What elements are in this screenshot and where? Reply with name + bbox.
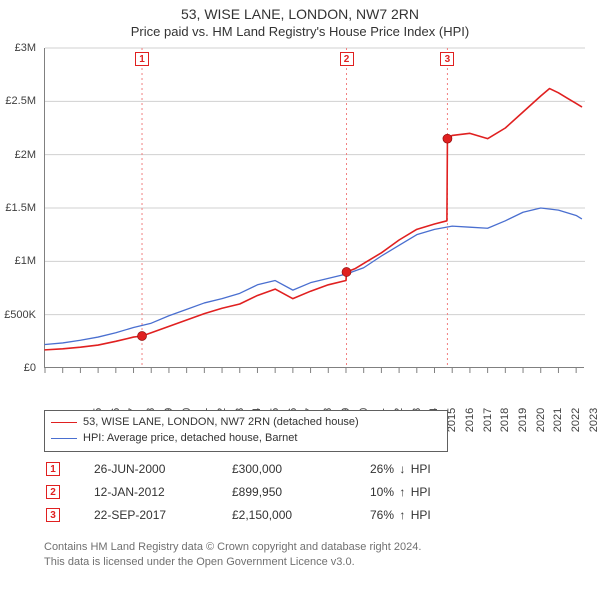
- y-axis-tick-label: £1.5M: [5, 202, 36, 214]
- arrow-icon: ↑: [397, 508, 407, 522]
- sales-table-row: 2 12-JAN-2012£899,95010% ↑ HPI: [46, 481, 542, 502]
- sale-index-box: 1: [46, 462, 60, 476]
- legend-label: 53, WISE LANE, LONDON, NW7 2RN (detached…: [83, 415, 359, 431]
- x-axis-tick-label: 2021: [552, 408, 564, 432]
- sale-date: 12-JAN-2012: [94, 481, 230, 502]
- plot-svg: [45, 48, 585, 368]
- y-axis-tick-label: £500K: [4, 309, 36, 321]
- legend-swatch: [51, 422, 77, 423]
- sale-vs-hpi: 26% ↓ HPI: [370, 458, 542, 479]
- sale-index-box: 2: [46, 485, 60, 499]
- legend-label: HPI: Average price, detached house, Barn…: [83, 431, 297, 447]
- chart-title-sub: Price paid vs. HM Land Registry's House …: [0, 24, 600, 39]
- x-axis-tick-label: 2019: [517, 408, 529, 432]
- sale-marker-box: 3: [440, 52, 454, 66]
- arrow-icon: ↑: [397, 485, 407, 499]
- x-axis-tick-label: 2020: [535, 408, 547, 432]
- footer-line-2: This data is licensed under the Open Gov…: [44, 555, 564, 570]
- sales-table: 1 26-JUN-2000£300,00026% ↓ HPI 2 12-JAN-201…: [44, 456, 544, 527]
- y-axis-tick-label: £0: [24, 362, 36, 374]
- x-axis-tick-label: 2023: [588, 408, 600, 432]
- x-axis-tick-label: 2018: [499, 408, 511, 432]
- x-axis-tick-label: 2016: [464, 408, 476, 432]
- legend-box: 53, WISE LANE, LONDON, NW7 2RN (detached…: [44, 410, 448, 452]
- sale-price: £899,950: [232, 481, 368, 502]
- sale-marker-box: 2: [340, 52, 354, 66]
- legend-row: HPI: Average price, detached house, Barn…: [51, 431, 441, 447]
- y-axis-tick-label: £1M: [15, 255, 36, 267]
- sale-vs-hpi: 76% ↑ HPI: [370, 504, 542, 525]
- legend-swatch: [51, 438, 77, 439]
- sales-table-row: 3 22-SEP-2017£2,150,00076% ↑ HPI: [46, 504, 542, 525]
- x-axis-tick-label: 2022: [570, 408, 582, 432]
- y-axis-tick-label: £2M: [15, 149, 36, 161]
- chart-title-address: 53, WISE LANE, LONDON, NW7 2RN: [0, 6, 600, 22]
- chart-container: 53, WISE LANE, LONDON, NW7 2RN Price pai…: [0, 0, 600, 590]
- sale-price: £300,000: [232, 458, 368, 479]
- x-axis-tick-label: 2017: [482, 408, 494, 432]
- footer-attribution: Contains HM Land Registry data © Crown c…: [44, 540, 564, 570]
- sale-date: 26-JUN-2000: [94, 458, 230, 479]
- sale-index-box: 3: [46, 508, 60, 522]
- arrow-icon: ↓: [397, 462, 407, 476]
- footer-line-1: Contains HM Land Registry data © Crown c…: [44, 540, 564, 555]
- chart-area: £0£500K£1M£1.5M£2M£2.5M£3M 123 199519961…: [44, 48, 584, 368]
- sales-table-row: 1 26-JUN-2000£300,00026% ↓ HPI: [46, 458, 542, 479]
- legend-row: 53, WISE LANE, LONDON, NW7 2RN (detached…: [51, 415, 441, 431]
- sale-marker-box: 1: [135, 52, 149, 66]
- sale-vs-hpi: 10% ↑ HPI: [370, 481, 542, 502]
- y-axis-tick-label: £2.5M: [5, 95, 36, 107]
- plot-region: 1 2 3: [44, 48, 584, 368]
- sale-date: 22-SEP-2017: [94, 504, 230, 525]
- y-axis-tick-label: £3M: [15, 42, 36, 54]
- sale-price: £2,150,000: [232, 504, 368, 525]
